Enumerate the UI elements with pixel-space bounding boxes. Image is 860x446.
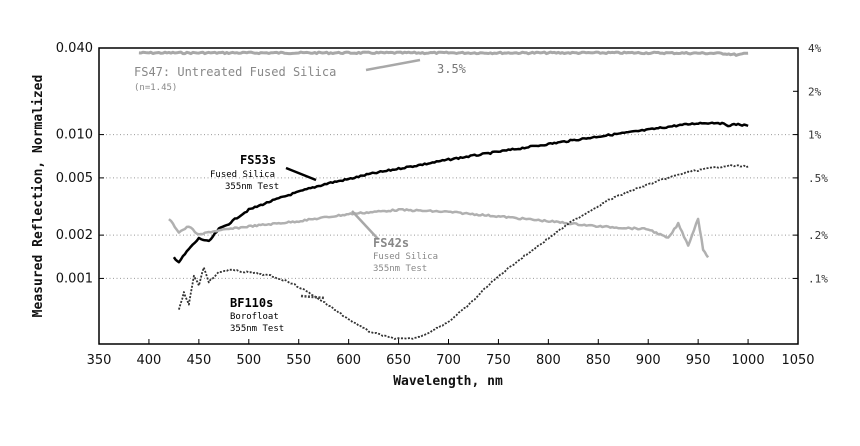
x-tick-label-450: 450 [186, 353, 211, 368]
x-axis: 350 400 450 500 550 600 650 700 750 800 850 900 950 1… [87, 339, 815, 368]
bf110-line1: Borofloat [230, 312, 279, 322]
y-tick-label-4: 0.001 [56, 271, 93, 286]
bf110-title: BF110s [230, 296, 273, 310]
x-tick-label-650: 650 [386, 353, 411, 368]
fs42-title: FS42s [373, 236, 409, 250]
x-tick-label-700: 700 [436, 353, 461, 368]
fs53-line1: Fused Silica [210, 170, 275, 180]
series-line-fs53s [172, 121, 749, 264]
x-tick-label-400: 400 [137, 353, 162, 368]
fs47-label: FS47: Untreated Fused Silica [134, 65, 336, 79]
bf110-line2: 355nm Test [230, 324, 284, 334]
x-axis-title: Wavelength, nm [393, 374, 503, 389]
x-tick-label-900: 900 [636, 353, 661, 368]
fs47-leader [365, 58, 421, 72]
fs53-title: FS53s [240, 153, 276, 167]
fs53-line2: 355nm Test [225, 182, 279, 192]
fs42-leader [351, 210, 379, 240]
right-tick-label-3: .5% [808, 172, 828, 185]
x-tick-label-550: 550 [286, 353, 311, 368]
fs42-line1: Fused Silica [373, 252, 438, 262]
right-tick-label-4: .2% [808, 229, 828, 242]
x-tick-label-350: 350 [87, 353, 112, 368]
y-tick-label-3: 0.002 [56, 228, 93, 243]
right-tick-label-1: 2% [808, 85, 822, 98]
x-tick-label-850: 850 [586, 353, 611, 368]
y-tick-label-1: 0.010 [56, 128, 93, 143]
bf110-leader [300, 294, 326, 300]
y-axis-title: Measured Reflection, Normalized [31, 75, 46, 318]
annotation-leaders [285, 58, 421, 300]
x-tick-label-500: 500 [236, 353, 261, 368]
x-tick-label-600: 600 [336, 353, 361, 368]
right-axis: 4% 2% 1% .5% .2% .1% [793, 42, 828, 285]
grid-lines [99, 134, 798, 279]
right-tick-label-0: 4% [808, 42, 822, 55]
y-axis: 0.040 0.010 0.005 0.002 0.001 [56, 41, 104, 286]
x-tick-label-800: 800 [536, 353, 561, 368]
x-tick-label-750: 750 [486, 353, 511, 368]
y-tick-label-2: 0.005 [56, 171, 93, 186]
right-tick-label-5: .1% [808, 272, 828, 285]
fs42-line2: 355nm Test [373, 264, 427, 274]
series-line-bf110s [178, 163, 749, 340]
x-tick-label-1000: 1000 [732, 353, 765, 368]
series-line-fs42s [168, 207, 710, 259]
fs47-percent: 3.5% [437, 62, 467, 76]
x-tick-label-1050: 1050 [781, 353, 814, 368]
y-tick-label-0: 0.040 [56, 41, 93, 56]
plot-frame [98, 47, 799, 345]
series-line-fs47 [138, 50, 749, 57]
series-group [138, 50, 749, 340]
x-tick-label-950: 950 [686, 353, 711, 368]
right-tick-label-2: 1% [808, 129, 822, 142]
fs47-note: (n=1.45) [134, 83, 177, 93]
fs53-leader [285, 166, 317, 182]
